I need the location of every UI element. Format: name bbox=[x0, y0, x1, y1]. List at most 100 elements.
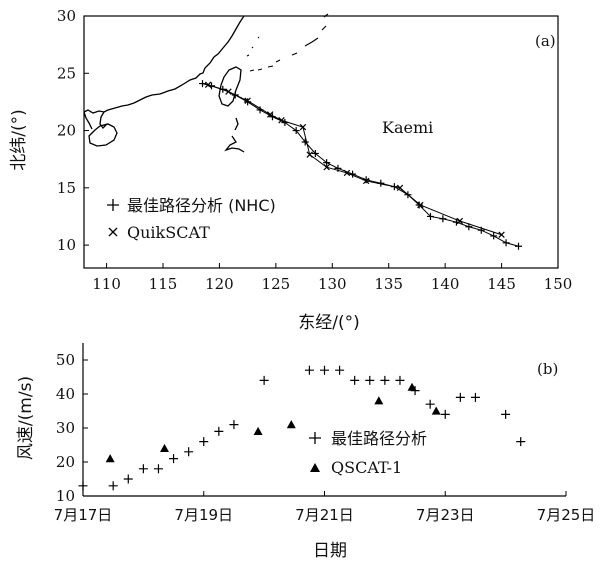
x-tick-label-b: 7月25日 bbox=[537, 506, 596, 524]
y-tick-label-b: 40 bbox=[56, 385, 75, 403]
x-tick-label-b: 7月23日 bbox=[416, 506, 475, 524]
qscat-wind-point bbox=[286, 420, 296, 429]
best-track-wind-point bbox=[199, 437, 209, 447]
qscat-wind-point bbox=[407, 382, 417, 391]
legend-label-quikscat: QuikSCAT bbox=[127, 223, 210, 242]
best-track-wind-point bbox=[169, 454, 179, 464]
axes-a: 110 115 120 125 130 135 140 145 150 10 15 20 25 30 bbox=[57, 7, 572, 293]
quikscat-point bbox=[244, 97, 251, 104]
quikscat-point bbox=[204, 81, 212, 88]
best-track-wind-point bbox=[425, 399, 435, 409]
x-tick-label-b: 7月21日 bbox=[295, 506, 354, 524]
quikscat-point bbox=[299, 123, 307, 131]
quikscat-point bbox=[306, 151, 313, 158]
best-track-wind-point bbox=[138, 464, 148, 474]
qscat-wind-point bbox=[374, 396, 384, 405]
best-track-wind-point bbox=[501, 409, 511, 419]
best-track-point bbox=[439, 215, 447, 223]
best-track-point bbox=[256, 106, 264, 114]
best-track-wind-point bbox=[320, 365, 329, 375]
peninsula-coastline bbox=[99, 111, 108, 129]
best-track-point bbox=[292, 127, 300, 135]
quikscat-point bbox=[498, 231, 505, 239]
best-track-wind-point bbox=[455, 392, 465, 402]
quikscat-point bbox=[417, 201, 424, 209]
best-track-point bbox=[301, 138, 309, 146]
series-b bbox=[78, 365, 526, 491]
qscat-wind-point bbox=[431, 406, 441, 415]
x-tick-label-b: 7月19日 bbox=[174, 506, 233, 524]
best-track-point bbox=[334, 164, 342, 172]
island-fragment bbox=[234, 117, 239, 131]
best-track-point bbox=[219, 85, 227, 93]
best-track-wind-point bbox=[470, 392, 480, 402]
quikscat-track-line bbox=[207, 84, 502, 236]
x-tick-label-a: 115 bbox=[149, 275, 178, 293]
best-track-point bbox=[390, 183, 398, 191]
best-track-wind-point bbox=[214, 426, 224, 436]
japan-islands bbox=[291, 13, 329, 56]
y-tick-label-a: 10 bbox=[57, 236, 76, 254]
qscat-wind-point bbox=[253, 426, 263, 435]
y-axis-label-a: 北纬/(°) bbox=[9, 109, 29, 171]
best-track-point bbox=[199, 80, 206, 88]
legend-marker-best-track-b bbox=[309, 432, 321, 444]
best-track-wind-point bbox=[516, 437, 526, 447]
legend-marker-best-track bbox=[107, 199, 119, 211]
quikscat-point bbox=[278, 117, 285, 124]
best-track-point bbox=[502, 239, 510, 247]
x-tick-label-a: 120 bbox=[205, 275, 234, 293]
best-track-point bbox=[477, 226, 485, 234]
legend-marker-quikscat bbox=[108, 227, 118, 237]
quikscat-point bbox=[456, 217, 464, 225]
best-track-point bbox=[426, 212, 434, 220]
x-axis-label-b: 日期 bbox=[313, 541, 347, 561]
legend-label-best-track: 最佳路径分析 (NHC) bbox=[127, 196, 276, 215]
quikscat-point bbox=[323, 163, 330, 171]
taiwan-island bbox=[218, 66, 242, 107]
panel-label-a: (a) bbox=[535, 32, 556, 50]
series-a bbox=[199, 80, 522, 250]
best-track-point bbox=[404, 191, 412, 199]
plot-frame-a bbox=[83, 15, 559, 269]
x-tick-label-a: 130 bbox=[318, 275, 347, 293]
y-tick-label-a: 15 bbox=[57, 179, 76, 197]
y-tick-label-a: 20 bbox=[57, 122, 76, 140]
best-track-point bbox=[377, 179, 385, 187]
best-track-wind-point bbox=[304, 365, 314, 375]
qscat-wind-point bbox=[160, 443, 170, 452]
quikscat-point bbox=[225, 88, 232, 95]
best-track-point bbox=[311, 149, 319, 157]
best-track-point bbox=[515, 242, 522, 250]
best-track-point bbox=[244, 98, 252, 106]
legend-b: 最佳路径分析 QSCAT-1 bbox=[309, 429, 427, 477]
x-tick-label-a: 150 bbox=[544, 275, 573, 293]
best-track-wind-point bbox=[365, 375, 375, 385]
storm-name-annotation: Kaemi bbox=[382, 118, 433, 137]
best-track-wind-point bbox=[350, 375, 360, 385]
vietnam-coastline bbox=[83, 111, 93, 130]
panel-label-b: (b) bbox=[537, 360, 558, 378]
x-tick-label-a: 145 bbox=[487, 275, 516, 293]
best-track-point bbox=[362, 176, 370, 184]
best-track-wind-point bbox=[259, 375, 269, 385]
best-track-point bbox=[231, 91, 239, 99]
mainland-coastline bbox=[83, 15, 245, 114]
best-track-point bbox=[465, 223, 473, 231]
best-track-point bbox=[323, 159, 331, 167]
best-track-line bbox=[202, 83, 519, 247]
panel-a-track-map: 110 115 120 125 130 135 140 145 150 10 15 20 25 30 (a… bbox=[9, 7, 572, 333]
ryukyu-islands bbox=[249, 59, 281, 72]
best-track-wind-point bbox=[440, 409, 450, 419]
quikscat-point bbox=[343, 169, 351, 177]
taiwan-strait-islands bbox=[246, 36, 260, 57]
legend-a: 最佳路径分析 (NHC) QuikSCAT bbox=[107, 196, 276, 242]
coastline-map bbox=[83, 13, 329, 153]
best-track-wind-point bbox=[229, 420, 239, 430]
luzon-coastline bbox=[224, 135, 245, 153]
x-tick-label-b: 7月17日 bbox=[54, 506, 113, 524]
best-track-point bbox=[415, 201, 423, 209]
best-track-wind-point bbox=[153, 464, 163, 474]
x-axis-label-a: 东经/(°) bbox=[298, 313, 360, 333]
x-tick-label-a: 125 bbox=[262, 275, 291, 293]
